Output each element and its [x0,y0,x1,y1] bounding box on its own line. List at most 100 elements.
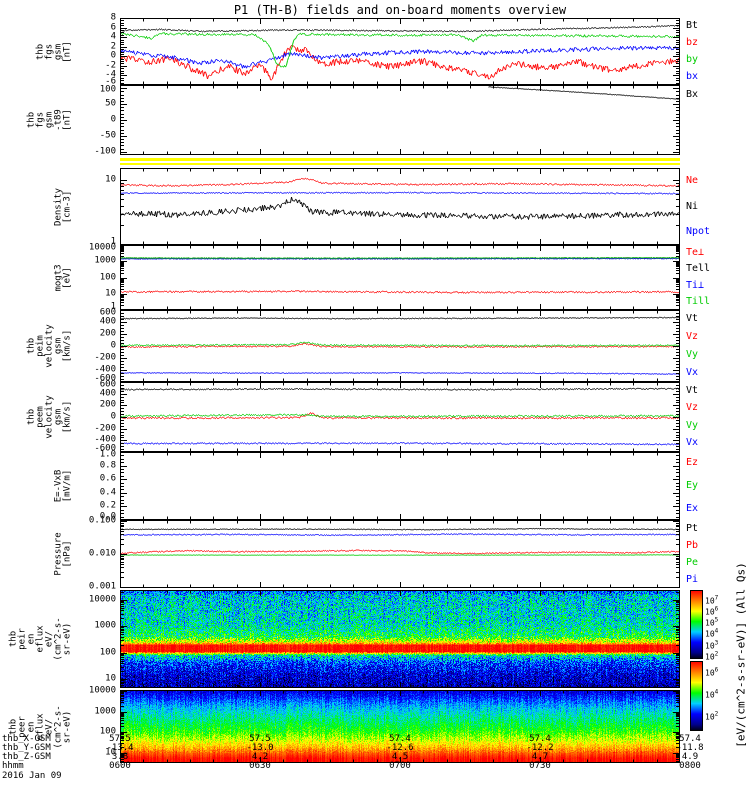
colorbar-tick-label: 103 [705,639,718,650]
series-label-by: by [686,53,699,65]
mode-bar-stripe [120,161,680,163]
ytick-label: -200 [94,423,116,434]
axis-row-value: -11.8 [676,743,704,753]
axis-row-value: 0730 [529,761,551,771]
panel-density [120,168,680,245]
ytick-label: -600 [94,443,116,454]
axis-row-value: 0630 [249,761,271,771]
ytick-label: 0.8 [99,460,116,471]
series-label-tell: Tell [686,263,711,275]
series-label-vy: Vy [686,349,699,360]
panel-pressure [120,520,680,588]
ytick-label: 8 [110,12,116,23]
panel-ylabel-line: [km/s] [62,329,73,363]
ytick-label: 1 [110,236,116,247]
axis-row-value: -12.2 [526,743,554,753]
ytick-label: 10 [105,174,116,185]
plot-title: P1 (TH-B) fields and on-board moments ov… [233,3,567,17]
colorbar-tick-exp: 6 [714,606,719,614]
panel-fgs-gsm-t89 [120,85,680,155]
ytick-label: 400 [99,388,116,399]
colorbar-tick-exp: 2 [714,710,719,718]
ytick-label: 50 [105,98,116,109]
ytick-label: -50 [99,130,116,141]
series-label-vz: Vz [686,402,699,414]
ytick-label: 1.0 [99,449,116,460]
series-label-pi: Pi [686,573,699,585]
series-label-bz: bz [686,37,699,49]
ytick-label: 2 [110,41,116,52]
panel-ylabel-line: [mV/m] [62,469,73,503]
ytick-label: 600 [99,379,116,390]
colorbar-tick-base: 10 [705,712,715,722]
axis-row-value: 4.9 [681,752,699,762]
colorbar-tick-base: 10 [705,651,715,661]
series-label-vy: Vy [686,419,699,431]
series-label-bx: bx [686,70,699,82]
axis-row-value: -13.4 [106,743,134,753]
ytick-label: 100 [99,272,116,282]
series-label-pe: Pe [686,556,699,568]
axis-row-value: 0600 [109,761,131,771]
colorbar-tick-label: 105 [705,617,718,628]
panel-ylabel-line: [km/s] [62,400,73,434]
ytick-label: -400 [94,434,116,445]
colorbar-tick-exp: 7 [714,595,719,603]
axis-row-value: 4.7 [531,752,549,762]
colorbar-tick-label: 104 [705,689,718,700]
colorbar-tick-label: 106 [705,606,718,617]
ytick-label: 200 [99,328,116,339]
axis-row-value: 57.5 [109,734,131,744]
panel-fgs-gsm [120,18,680,85]
ytick-label: -2 [105,60,116,71]
ytick-label: -6 [105,76,116,87]
ytick-label: 1000 [94,620,116,631]
ytick-label: 10 [105,747,116,758]
colorbar-tick-base: 10 [705,618,715,628]
date-label: 2016 Jan 09 [2,771,62,781]
ytick-label: 0.2 [99,500,116,511]
axis-row-value: 4.2 [251,752,269,762]
series-label-ex: Ex [686,502,699,514]
ytick-label: 1 [110,301,116,312]
colorbar-tick-exp: 4 [714,628,719,636]
panel-e-vxb [120,452,680,520]
panel-ylabel-line: [nPa] [62,540,73,568]
series-label-ey: Ey [686,480,699,491]
series-label-pt: Pt [686,522,699,534]
axis-row-value: 0800 [679,761,701,771]
series-label-vx: Vx [686,367,699,378]
ytick-label: 10000 [88,242,116,253]
colorbar-tick-exp: 6 [714,666,719,674]
ytick-label: 1000 [94,255,116,266]
ytick-label: 0.0 [99,511,116,522]
series-label-te: Te⊥ [686,247,705,259]
axis-row-value: -12.6 [386,743,414,753]
colorbar-tick-label: 104 [705,628,718,639]
panel-peim-velocity [120,310,680,382]
axis-row-label: hhmm [2,761,24,771]
colorbar-tick-label: 106 [705,666,718,677]
panel-ylabel-line: [nT] [62,109,73,131]
series-label-pb: Pb [686,539,699,551]
colorbar-tick-base: 10 [705,607,715,617]
ytick-label: 10000 [88,685,116,696]
ytick-label: 400 [99,316,116,327]
axis-row-value: -13.0 [246,743,274,753]
axis-row-label: thb_Z-GSM [2,752,51,762]
series-label-ne: Ne [686,174,699,186]
colorbar-tick-label: 102 [705,650,718,661]
series-label-ti: Ti⊥ [686,279,705,291]
ytick-label: -600 [94,373,116,384]
ytick-label: -4 [105,69,116,80]
colorbar-tick-label: 107 [705,595,718,606]
series-label-vt: Vt [686,313,699,324]
colorbar-tick-label: 102 [705,711,718,722]
ytick-label: 4 [110,31,116,42]
colorbar-tick-exp: 3 [714,639,719,647]
axis-row-value: 4.5 [391,752,409,762]
colorbar-tick-base: 10 [705,667,715,677]
panel-peem-velocity [120,382,680,452]
colorbar-ion [690,590,703,659]
ytick-label: 0 [110,50,116,61]
